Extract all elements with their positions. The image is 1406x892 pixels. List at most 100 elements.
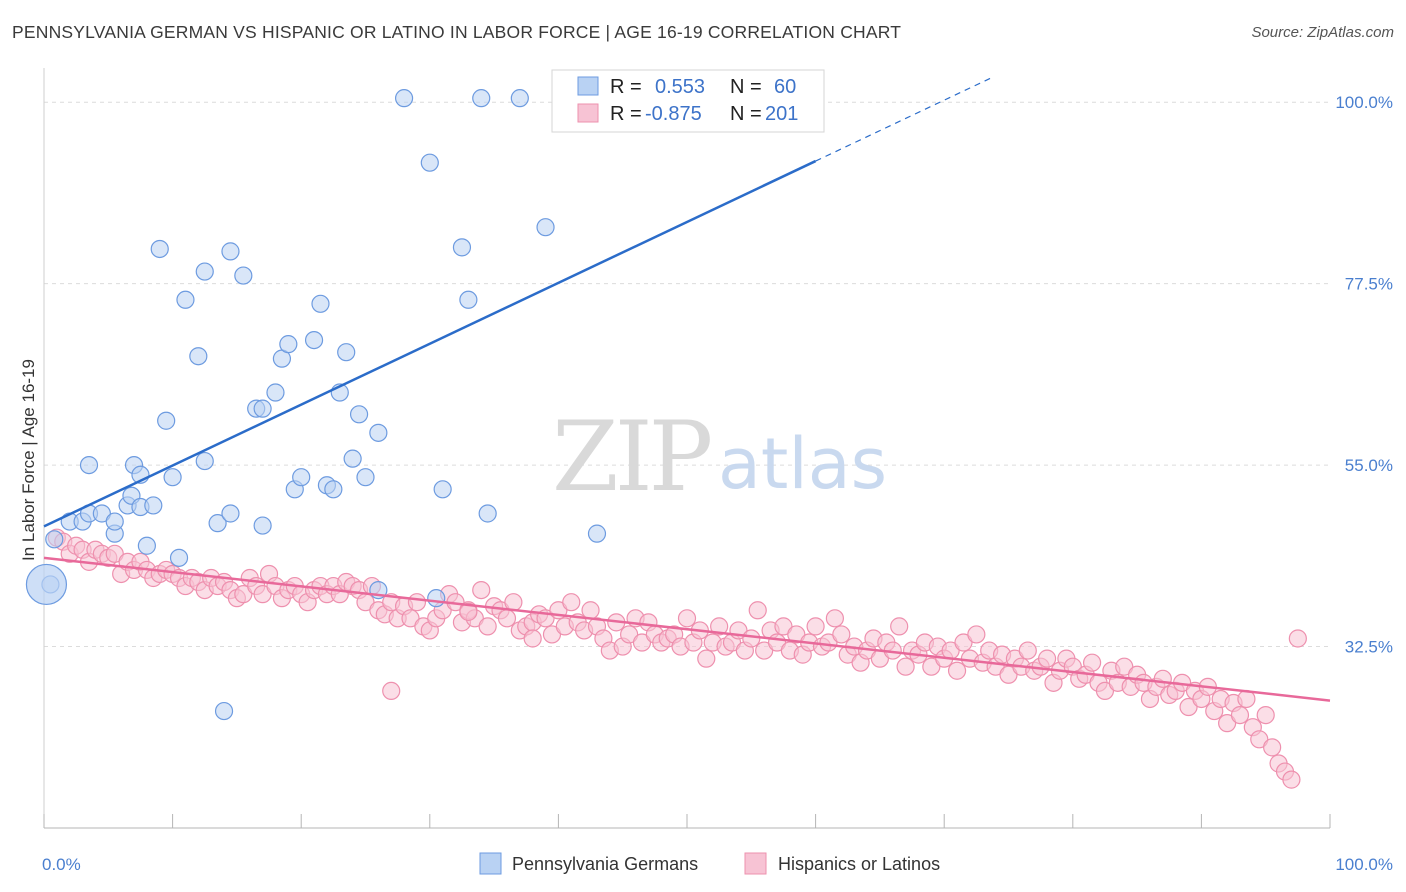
point-20 — [176, 290, 195, 309]
point-56 — [510, 89, 529, 108]
point-182 — [1218, 714, 1237, 733]
point-38 — [311, 294, 330, 313]
point-98 — [677, 609, 697, 628]
point-151 — [1018, 641, 1037, 660]
source-credit: Source: ZipAtlas.com — [1251, 24, 1394, 41]
y-tick-label-1: 55.0% — [1345, 456, 1393, 475]
point-66 — [472, 580, 491, 600]
x-tick-label-1: 100.0% — [1335, 855, 1393, 874]
legend-swatch-pink — [577, 103, 599, 123]
point-187 — [1250, 730, 1269, 749]
point-8 — [105, 512, 124, 531]
point-196 — [523, 629, 542, 648]
point-27 — [221, 242, 240, 261]
point-122 — [832, 625, 851, 644]
point-45 — [356, 468, 375, 487]
trendline-pennsylvania-germans — [43, 159, 817, 528]
point-193 — [1288, 629, 1307, 648]
point-148 — [999, 665, 1018, 684]
point-46 — [369, 423, 388, 442]
legend-r-label-blue: R = — [610, 76, 642, 98]
legend-r-label-pink: R = — [610, 103, 642, 125]
point-195 — [382, 681, 401, 701]
legend-n-value-pink: 201 — [765, 103, 798, 125]
point-67 — [478, 617, 497, 636]
point-140 — [947, 661, 967, 680]
point-172 — [1153, 669, 1172, 688]
point-42 — [337, 343, 356, 362]
legend-n-value-blue: 60 — [774, 76, 796, 98]
point-54 — [472, 89, 491, 108]
point-14 — [144, 496, 163, 515]
trendline-hispanics-or-latinos — [43, 556, 1331, 702]
x-tick-label-0: 0.0% — [42, 855, 81, 874]
point-40 — [324, 480, 343, 499]
point-52 — [452, 238, 472, 257]
trendlines — [43, 77, 1331, 702]
point-32 — [266, 383, 285, 402]
point-58 — [587, 524, 607, 543]
y-tick-label-3: 100.0% — [1335, 93, 1393, 112]
watermark-atlas: atlas — [718, 423, 887, 505]
point-34 — [279, 335, 298, 354]
point-55 — [478, 504, 497, 523]
point-77 — [542, 625, 562, 644]
series-hispanics-or-latinos — [47, 528, 1307, 789]
point-22 — [195, 451, 214, 471]
point-51 — [433, 480, 452, 499]
point-101 — [697, 649, 716, 668]
point-55 — [401, 609, 420, 628]
point-23 — [195, 262, 214, 281]
point-161 — [1082, 653, 1102, 672]
point-103 — [710, 617, 729, 636]
point-large — [25, 563, 68, 606]
point-194 — [459, 602, 478, 621]
point-24 — [208, 514, 227, 533]
point-166 — [1115, 657, 1134, 676]
point-28 — [234, 266, 253, 285]
point-89 — [620, 625, 639, 644]
legend-r-value-pink: -0.875 — [645, 103, 702, 125]
point-43 — [343, 449, 362, 468]
y-axis-label: In Labor Force | Age 16-19 — [19, 359, 38, 561]
point-154 — [1037, 649, 1057, 668]
point-37 — [304, 330, 324, 350]
point-176 — [1179, 697, 1198, 717]
tick-labels: 32.5% 55.0% 77.5% 100.0% 0.0% 100.0% — [42, 93, 1393, 874]
point-36 — [292, 468, 311, 487]
point-30 — [253, 516, 272, 535]
point-16 — [163, 468, 182, 487]
legend-swatch-pennsylvania-germans — [479, 852, 502, 875]
point-188 — [1256, 705, 1275, 725]
legend: Pennsylvania Germans Hispanics or Latino… — [479, 852, 940, 875]
point-19 — [150, 239, 169, 259]
point-131 — [890, 617, 909, 636]
point-13 — [137, 536, 156, 555]
point-56 — [407, 593, 427, 612]
point-141 — [954, 633, 973, 652]
point-83 — [581, 601, 600, 620]
point-163 — [1095, 681, 1115, 701]
point-18 — [157, 411, 176, 430]
point-189 — [1263, 738, 1282, 757]
point-143 — [967, 625, 986, 644]
point-57 — [536, 218, 555, 237]
point-21 — [189, 347, 208, 366]
axes — [43, 68, 1331, 829]
point-6 — [92, 504, 111, 523]
point-29 — [234, 585, 253, 604]
watermark-zip: ZIP — [552, 401, 711, 513]
point-26 — [221, 504, 240, 523]
point-9 — [105, 544, 124, 563]
trendline-pennsylvania-germans-extension — [815, 77, 992, 162]
point-50 — [427, 589, 446, 608]
point-48 — [394, 89, 414, 108]
point-25 — [214, 701, 234, 721]
legend-swatch-blue — [577, 76, 599, 96]
gridlines — [44, 101, 1330, 648]
point-110 — [755, 641, 774, 660]
point-91 — [632, 633, 652, 652]
legend-stats: R = 0.553 N = 60 R = -0.875 N = 201 — [551, 69, 825, 133]
point-70 — [497, 609, 517, 628]
